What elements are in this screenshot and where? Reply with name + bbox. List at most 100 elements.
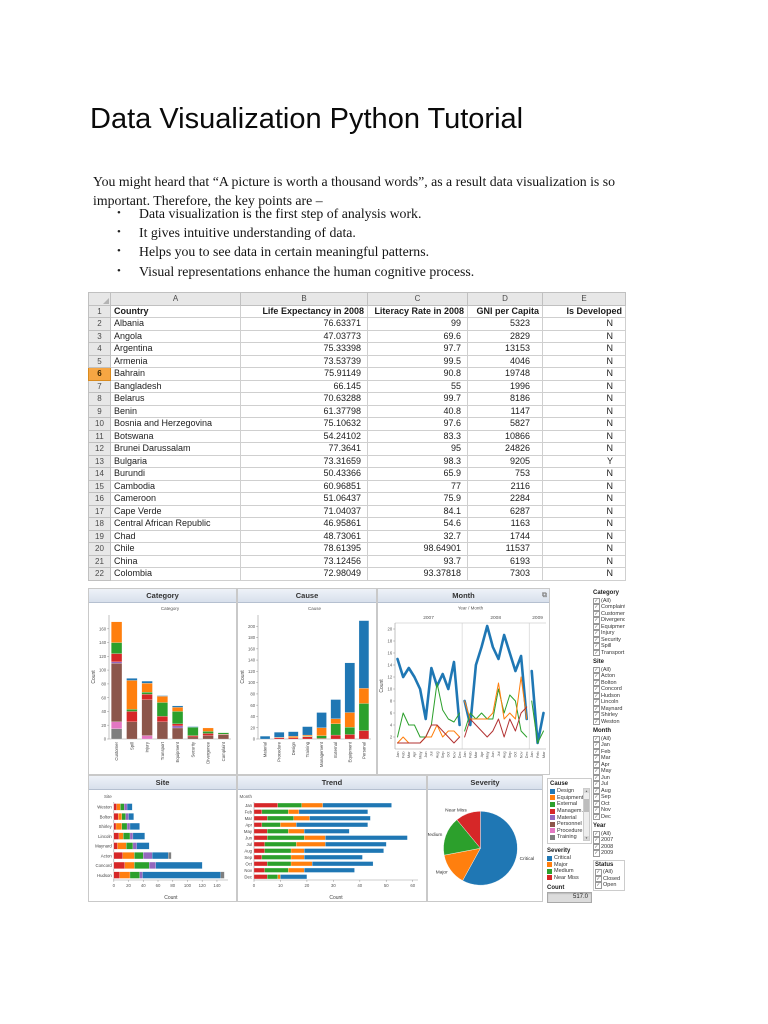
row-header-2[interactable]: 2 — [88, 317, 111, 331]
checkbox-checked-icon[interactable]: ✓ — [593, 718, 600, 725]
cell-literacy-rate[interactable]: 98.3 — [367, 454, 468, 468]
checkbox-checked-icon[interactable]: ✓ — [593, 807, 600, 814]
cell-is-developed[interactable]: N — [542, 517, 626, 531]
legend-item-Training[interactable]: Training — [550, 834, 584, 841]
cell-country[interactable]: Bosnia and Herzegovina — [110, 417, 241, 431]
cell-life-expectancy[interactable]: 73.53739 — [240, 354, 368, 368]
cell-literacy-rate[interactable]: 97.6 — [367, 417, 468, 431]
checkbox-checked-icon[interactable]: ✓ — [593, 649, 600, 656]
cell-is-developed[interactable]: N — [542, 379, 626, 393]
cell-is-developed[interactable]: N — [542, 367, 626, 381]
cell-country[interactable]: Brunei Darussalam — [110, 442, 241, 456]
filter-checkbox-Complaint[interactable]: ✓ Complaint — [593, 604, 625, 611]
cell-is-developed[interactable]: N — [542, 504, 626, 518]
legend-item-Critical[interactable]: Critical — [547, 855, 592, 862]
row-header-8[interactable]: 8 — [88, 392, 111, 406]
header-cell[interactable]: Literacy Rate in 2008 — [367, 304, 468, 318]
cell-country[interactable]: Armenia — [110, 354, 241, 368]
cell-life-expectancy[interactable]: 70.63288 — [240, 392, 368, 406]
cell-literacy-rate[interactable]: 83.3 — [367, 429, 468, 443]
cell-literacy-rate[interactable]: 99.7 — [367, 392, 468, 406]
checkbox-checked-icon[interactable]: ✓ — [595, 875, 602, 882]
count-value[interactable]: 517.0 — [547, 892, 592, 904]
filter-checkbox-Transport[interactable]: ✓ Transport — [593, 649, 625, 656]
filter-checkbox-Apr[interactable]: ✓ Apr — [593, 761, 625, 768]
row-header-11[interactable]: 11 — [88, 429, 111, 443]
filter-checkbox-2008[interactable]: ✓ 2008 — [593, 843, 625, 850]
cell-is-developed[interactable]: N — [542, 554, 626, 568]
filter-checkbox-Feb[interactable]: ✓ Feb — [593, 748, 625, 755]
legend-item-Managem...[interactable]: Managem... — [550, 808, 584, 815]
checkbox-checked-icon[interactable]: ✓ — [593, 850, 600, 857]
row-header-6[interactable]: 6 — [88, 367, 111, 381]
expand-icon[interactable]: ⧉ — [542, 592, 547, 599]
cell-gni[interactable]: 9205 — [467, 454, 543, 468]
filter-checkbox-Divergence[interactable]: ✓Divergence — [593, 617, 625, 624]
filter-checkbox-(All)[interactable]: ✓ (All) — [593, 830, 625, 837]
cell-life-expectancy[interactable]: 46.95861 — [240, 517, 368, 531]
filter-checkbox-Spill[interactable]: ✓ Spill — [593, 643, 625, 650]
filter-checkbox-Bolton[interactable]: ✓ Bolton — [593, 679, 625, 686]
cell-gni[interactable]: 2284 — [467, 492, 543, 506]
filter-checkbox-Mar[interactable]: ✓ Mar — [593, 755, 625, 762]
row-header-9[interactable]: 9 — [88, 404, 111, 418]
filter-checkbox-Maynard[interactable]: ✓ Maynard — [593, 705, 625, 712]
cell-gni[interactable]: 24826 — [467, 442, 543, 456]
cell-life-expectancy[interactable]: 75.33398 — [240, 342, 368, 356]
cell-life-expectancy[interactable]: 48.73061 — [240, 529, 368, 543]
cell-is-developed[interactable]: N — [542, 492, 626, 506]
checkbox-checked-icon[interactable]: ✓ — [593, 630, 600, 637]
checkbox-checked-icon[interactable]: ✓ — [593, 610, 600, 617]
checkbox-checked-icon[interactable]: ✓ — [593, 748, 600, 755]
cell-gni[interactable]: 2116 — [467, 479, 543, 493]
filter-checkbox-Aug[interactable]: ✓ Aug — [593, 787, 625, 794]
cell-literacy-rate[interactable]: 97.7 — [367, 342, 468, 356]
select-all-corner[interactable] — [88, 292, 111, 306]
cell-country[interactable]: Bangladesh — [110, 379, 241, 393]
filter-checkbox-Jul[interactable]: ✓ Jul — [593, 781, 625, 788]
legend-item-Design[interactable]: Design — [550, 788, 584, 795]
cell-gni[interactable]: 1163 — [467, 517, 543, 531]
filter-checkbox-Acton[interactable]: ✓ Acton — [593, 673, 625, 680]
filter-checkbox-Security[interactable]: ✓ Security — [593, 636, 625, 643]
filter-checkbox-Hudson[interactable]: ✓ Hudson — [593, 692, 625, 699]
cell-life-expectancy[interactable]: 66.145 — [240, 379, 368, 393]
column-header-A[interactable]: A — [110, 292, 241, 306]
cell-country[interactable]: Burundi — [110, 467, 241, 481]
filter-checkbox-Oct[interactable]: ✓ Oct — [593, 800, 625, 807]
header-cell[interactable]: Is Developed — [542, 304, 626, 318]
legend-item-Material[interactable]: Material — [550, 814, 584, 821]
cell-is-developed[interactable]: N — [542, 442, 626, 456]
legend-item-Medium[interactable]: Medium — [547, 868, 592, 875]
cell-life-expectancy[interactable]: 54.24102 — [240, 429, 368, 443]
row-header-18[interactable]: 18 — [88, 517, 111, 531]
cell-gni[interactable]: 8186 — [467, 392, 543, 406]
filter-checkbox-Closed[interactable]: ✓ Closed — [595, 875, 623, 882]
cell-literacy-rate[interactable]: 95 — [367, 442, 468, 456]
cell-country[interactable]: Chile — [110, 542, 241, 556]
filter-checkbox-(All)[interactable]: ✓ (All) — [593, 666, 625, 673]
cell-literacy-rate[interactable]: 93.7 — [367, 554, 468, 568]
cell-life-expectancy[interactable]: 78.61395 — [240, 542, 368, 556]
row-header-14[interactable]: 14 — [88, 467, 111, 481]
checkbox-checked-icon[interactable]: ✓ — [593, 755, 600, 762]
row-header-16[interactable]: 16 — [88, 492, 111, 506]
checkbox-checked-icon[interactable]: ✓ — [593, 604, 600, 611]
cell-literacy-rate[interactable]: 77 — [367, 479, 468, 493]
cell-literacy-rate[interactable]: 69.6 — [367, 329, 468, 343]
cell-literacy-rate[interactable]: 65.9 — [367, 467, 468, 481]
cell-country[interactable]: Colombia — [110, 567, 241, 581]
cell-life-expectancy[interactable]: 72.98049 — [240, 567, 368, 581]
row-header-20[interactable]: 20 — [88, 542, 111, 556]
header-cell[interactable]: GNI per Capita — [467, 304, 543, 318]
checkbox-checked-icon[interactable]: ✓ — [593, 617, 600, 624]
column-header-E[interactable]: E — [542, 292, 626, 306]
cell-life-expectancy[interactable]: 47.03773 — [240, 329, 368, 343]
filter-checkbox-Equipment[interactable]: ✓ Equipment — [593, 623, 625, 630]
row-header-13[interactable]: 13 — [88, 454, 111, 468]
cell-gni[interactable]: 1147 — [467, 404, 543, 418]
cell-is-developed[interactable]: N — [542, 417, 626, 431]
row-header-4[interactable]: 4 — [88, 342, 111, 356]
cell-literacy-rate[interactable]: 98.64901 — [367, 542, 468, 556]
column-header-D[interactable]: D — [467, 292, 543, 306]
